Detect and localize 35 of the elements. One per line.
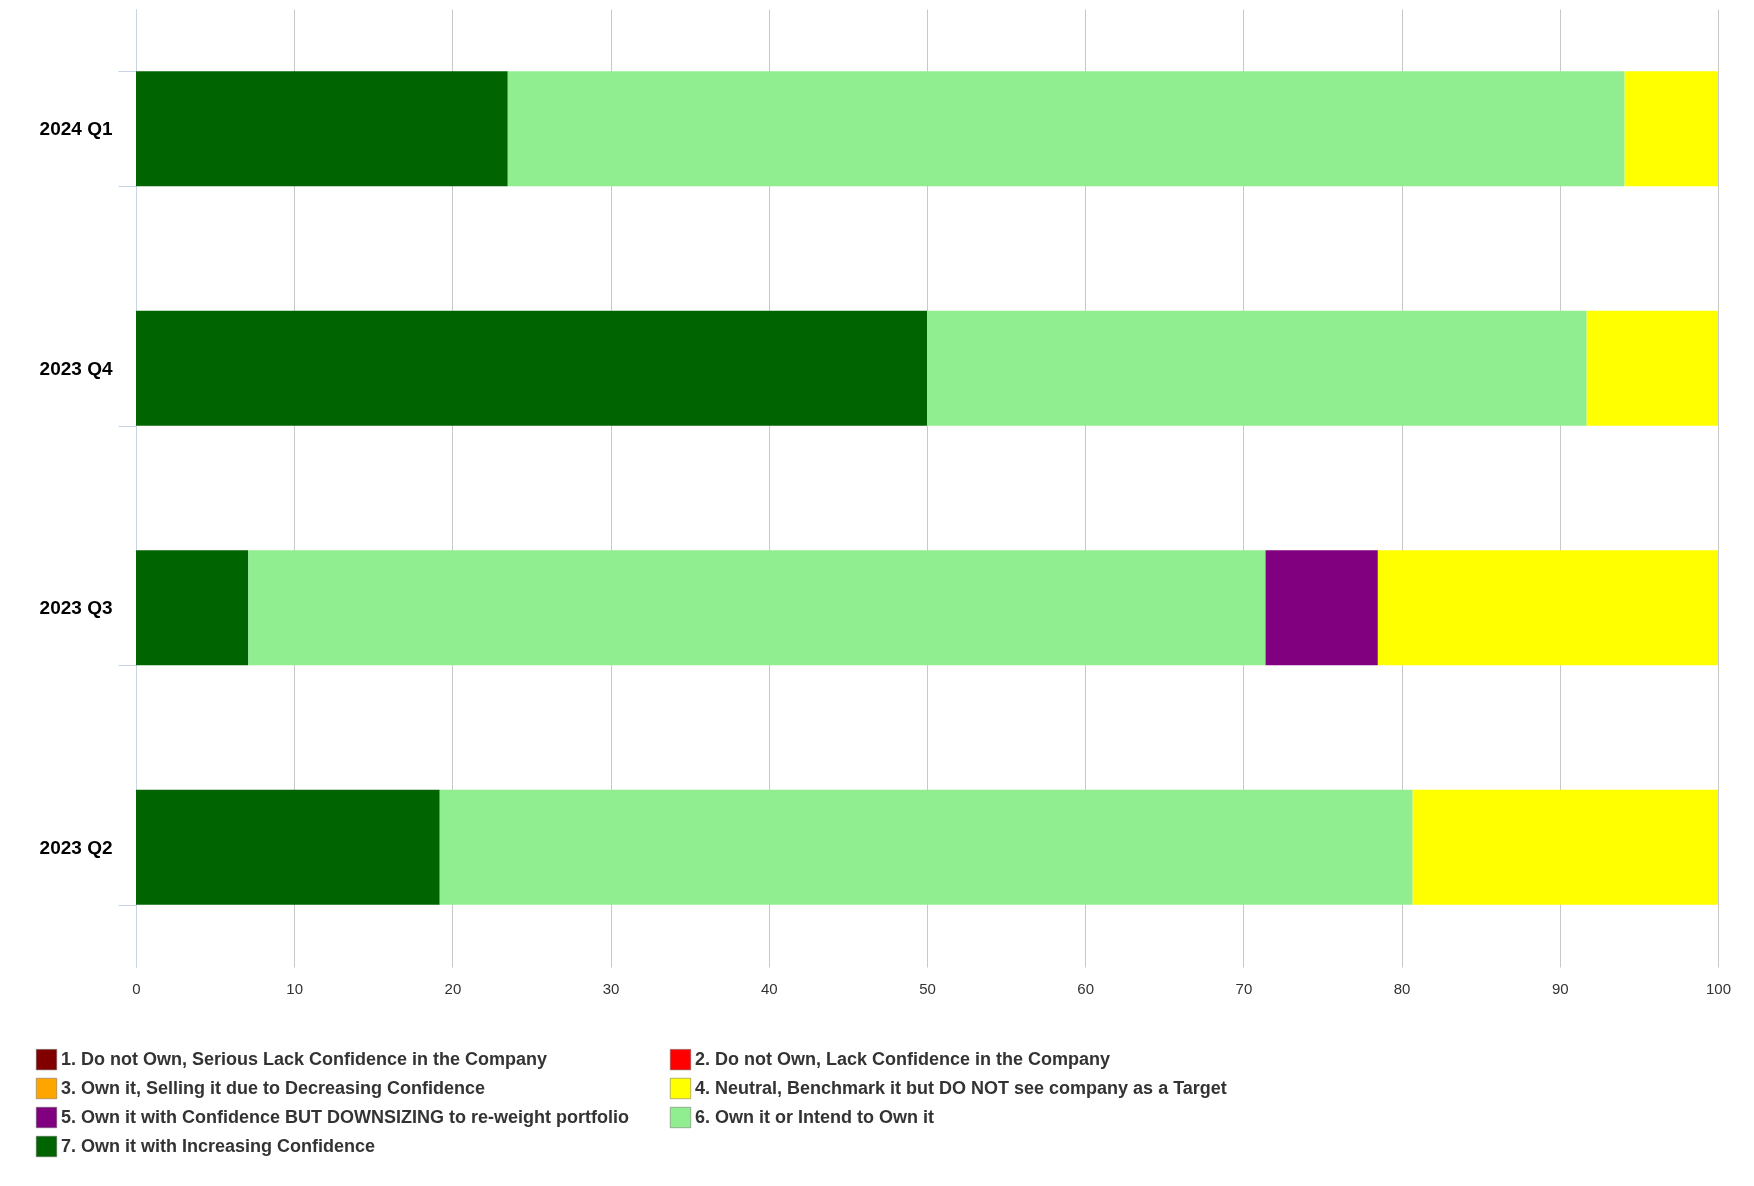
bar — [439, 789, 1413, 905]
legend-label: 2. Do not Own, Lack Confidence in the Company — [695, 1048, 1111, 1069]
legend-label: 4. Neutral, Benchmark it but DO NOT see company as a Target — [695, 1077, 1227, 1098]
bar — [248, 550, 1266, 666]
x-tick-label: 40 — [760, 979, 778, 997]
x-tick-label: 100 — [1705, 979, 1732, 997]
bar — [136, 310, 927, 426]
bar — [507, 71, 1625, 187]
y-tick-label: 2024 Q1 — [39, 118, 113, 140]
legend-label: 6. Own it or Intend to Own it — [695, 1106, 934, 1127]
bar — [1265, 550, 1378, 666]
legend-label: 5. Own it with Confidence BUT DOWNSIZING to re-weight portfolio — [61, 1106, 629, 1127]
y-tick-label: 2023 Q3 — [39, 597, 113, 619]
x-tick-label: 0 — [132, 979, 141, 997]
x-tick-label: 70 — [1235, 979, 1253, 997]
bar — [136, 789, 440, 905]
x-tick-label: 10 — [286, 979, 304, 997]
bar — [136, 71, 508, 187]
bar — [1586, 310, 1718, 426]
y-tick-label: 2023 Q4 — [39, 357, 113, 379]
legend-label: 7. Own it with Increasing Confidence — [61, 1135, 376, 1156]
bar — [136, 550, 249, 666]
x-tick-label: 60 — [1077, 979, 1095, 997]
bar — [1412, 789, 1718, 905]
x-tick-label: 20 — [444, 979, 462, 997]
x-tick-label: 80 — [1393, 979, 1411, 997]
bar — [1377, 550, 1718, 666]
legend-label: 3. Own it, Selling it due to Decreasing Confidence — [61, 1077, 486, 1098]
y-tick-label: 2023 Q2 — [39, 836, 113, 858]
x-tick-label: 50 — [919, 979, 936, 997]
legend-label: 1. Do not Own, Serious Lack Confidence in the Company — [61, 1048, 548, 1069]
bar — [927, 310, 1587, 426]
bar — [1624, 71, 1718, 187]
x-tick-label: 90 — [1551, 979, 1569, 997]
x-tick-label: 30 — [602, 979, 620, 997]
